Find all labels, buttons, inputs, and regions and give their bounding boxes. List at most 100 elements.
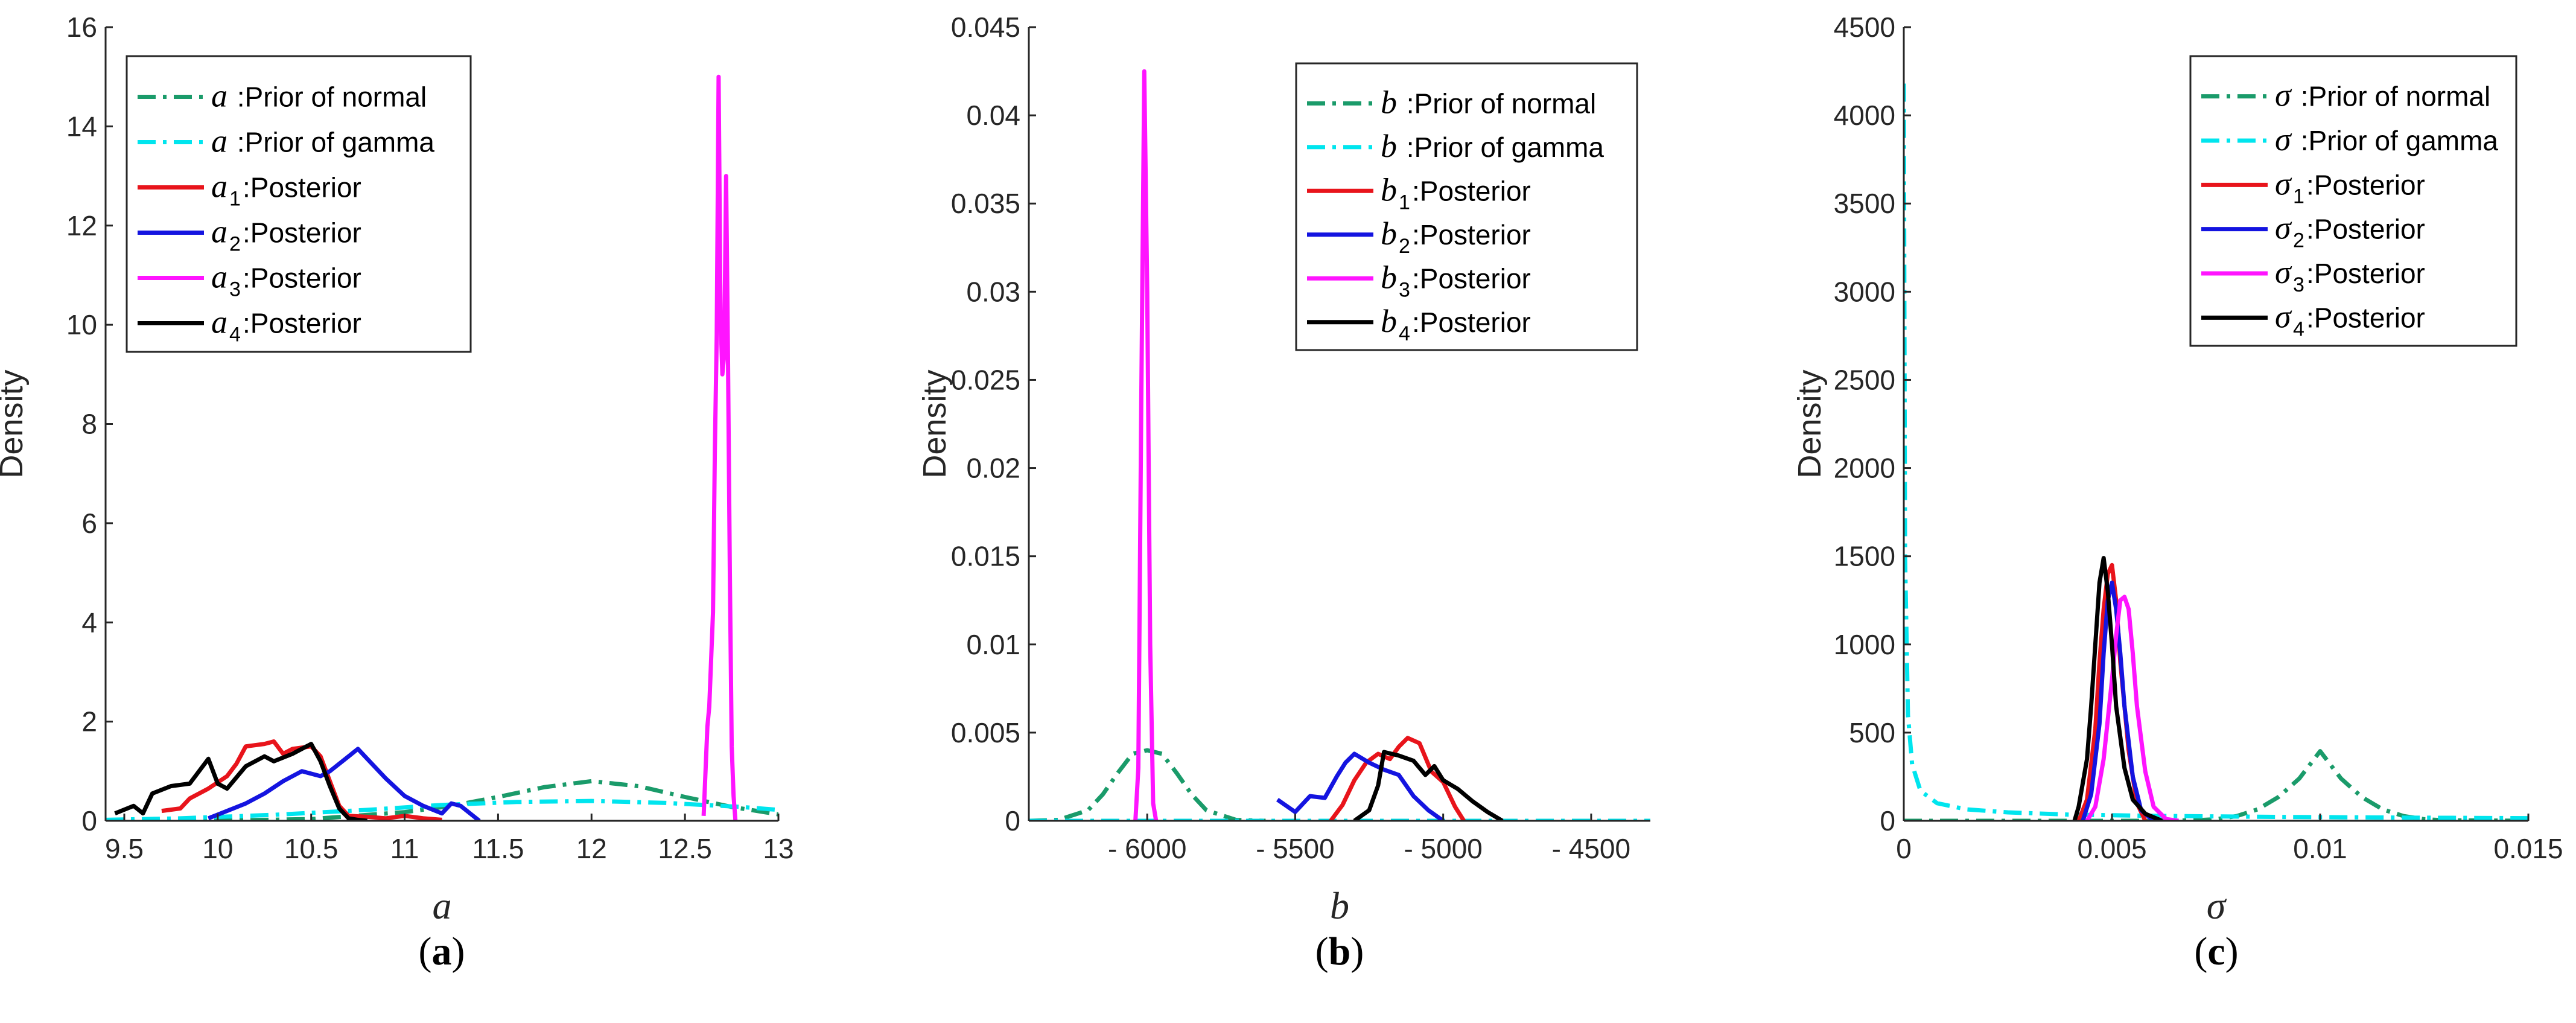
legend-label: :Prior of gamma <box>2293 125 2498 156</box>
panel-caption: (c) <box>2194 929 2238 974</box>
caption-letter: a <box>432 929 452 974</box>
x-tick-label: 0.01 <box>2293 833 2347 864</box>
x-tick-label: 9.5 <box>105 833 144 864</box>
caption-letter: b <box>1329 929 1351 974</box>
x-axis-label: a <box>433 884 452 927</box>
legend-label: :Posterior <box>243 172 361 203</box>
y-tick-label: 3000 <box>1834 276 1895 307</box>
legend-symbol: b <box>1381 84 1397 120</box>
y-tick-label: 4500 <box>1834 11 1895 43</box>
y-tick-label: 0 <box>1880 805 1895 837</box>
legend-label: :Posterior <box>1412 175 1531 206</box>
legend-label: :Prior of normal <box>229 81 427 113</box>
y-tick-label: 0.005 <box>951 717 1020 748</box>
legend-symbol: b <box>1381 171 1397 208</box>
y-tick-label: 12 <box>66 210 97 241</box>
x-tick-label: 10.5 <box>284 833 339 864</box>
legend-symbol: a <box>211 123 227 159</box>
y-tick-label: 0.02 <box>966 453 1020 484</box>
legend-subscript: 3 <box>2293 273 2304 296</box>
x-tick-label: - 4500 <box>1552 833 1630 864</box>
series-line-a-2 <box>106 798 778 821</box>
series-line-b-5 <box>1133 69 1159 821</box>
legend-symbol: σ <box>2275 165 2292 202</box>
x-tick-label: 10 <box>202 833 233 864</box>
y-tick-label: 2000 <box>1834 453 1895 484</box>
series-line-a-3 <box>161 739 442 821</box>
legend-label: :Posterior <box>243 308 361 339</box>
series-line-b-6 <box>1353 750 1504 821</box>
x-tick-label: - 5000 <box>1404 833 1482 864</box>
legend-label: :Posterior <box>2306 214 2425 245</box>
x-tick-label: - 5500 <box>1256 833 1334 864</box>
legend-subscript: 4 <box>2293 317 2304 340</box>
y-tick-label: 0 <box>1005 805 1020 837</box>
series-line-b-4 <box>1276 751 1445 821</box>
x-tick-label: 11.5 <box>472 833 524 864</box>
series-line-b-1 <box>1029 748 1266 821</box>
y-tick-label: 10 <box>66 309 97 340</box>
y-axis-label: Density <box>1792 369 1828 478</box>
y-tick-label: 16 <box>66 11 97 43</box>
legend-subscript: 1 <box>1399 191 1410 214</box>
y-tick-label: 0.025 <box>951 364 1020 395</box>
legend-label: :Prior of normal <box>2293 81 2490 112</box>
legend-symbol: a <box>211 259 227 295</box>
y-tick-label: 0.035 <box>951 188 1020 219</box>
series-line-a-4 <box>208 747 481 821</box>
panel-c: 0 0.005 0.01 0.015 0 500 1000 1500 2000 2500 3000 3… <box>1792 11 2563 974</box>
caption-open-paren: ( <box>419 929 432 974</box>
legend-label: :Posterior <box>1412 263 1531 294</box>
series-line-c-4 <box>2081 581 2155 821</box>
y-tick-label: 6 <box>81 508 97 539</box>
y-tick-label: 2500 <box>1834 364 1895 395</box>
legend-subscript: 1 <box>229 188 241 211</box>
legend-symbol: σ <box>2275 77 2292 113</box>
legend-symbol: a <box>211 78 227 114</box>
y-tick-label: 14 <box>66 110 97 142</box>
caption-close-paren: ) <box>452 929 465 974</box>
y-tick-label: 0.03 <box>966 276 1020 307</box>
legend-subscript: 3 <box>229 278 241 301</box>
x-tick-label: 0.005 <box>2077 833 2146 864</box>
caption-open-paren: ( <box>1315 929 1329 974</box>
series-line-c-2 <box>1904 83 2528 821</box>
series-group <box>1904 83 2528 821</box>
series-line-a-5 <box>701 74 738 821</box>
legend-symbol: b <box>1381 303 1397 339</box>
legend-subscript: 2 <box>1399 235 1410 258</box>
y-tick-label: 4000 <box>1834 100 1895 131</box>
legend-box <box>2189 55 2517 347</box>
legend-label: :Posterior <box>243 263 361 294</box>
series-group <box>1029 69 1650 821</box>
y-tick-label: 1000 <box>1834 629 1895 660</box>
legend-label: :Posterior <box>2306 258 2425 289</box>
legend-symbol: σ <box>2275 210 2292 246</box>
legend-symbol: a <box>211 214 227 250</box>
legend-symbol: b <box>1381 128 1397 164</box>
legend-subscript: 3 <box>1399 278 1410 301</box>
x-tick-label: 0 <box>1896 833 1912 864</box>
y-tick-label: 0.01 <box>966 629 1020 660</box>
legend-subscript: 1 <box>2293 185 2304 208</box>
y-tick-label: 3500 <box>1834 188 1895 219</box>
legend-symbol: b <box>1381 259 1397 295</box>
series-line-a-6 <box>114 742 367 821</box>
legend-label: :Posterior <box>243 217 361 249</box>
panel-a: 9.5 10 10.5 11 11.5 12 12.5 130246810121416aDen… <box>0 11 794 974</box>
x-axis-label: b <box>1330 884 1349 927</box>
y-tick-label: 0.045 <box>951 11 1020 43</box>
legend-symbol: σ <box>2275 298 2292 334</box>
x-tick-label: 12.5 <box>658 833 712 864</box>
legend-symbol: σ <box>2275 254 2292 290</box>
legend-label: :Posterior <box>2306 302 2425 333</box>
y-tick-label: 500 <box>1849 717 1895 748</box>
legend-label: :Prior of normal <box>1399 88 1596 119</box>
series-group <box>106 74 778 821</box>
panel-caption: (b) <box>1315 929 1364 974</box>
series-line-c-6 <box>2072 556 2163 821</box>
y-tick-label: 8 <box>81 409 97 440</box>
